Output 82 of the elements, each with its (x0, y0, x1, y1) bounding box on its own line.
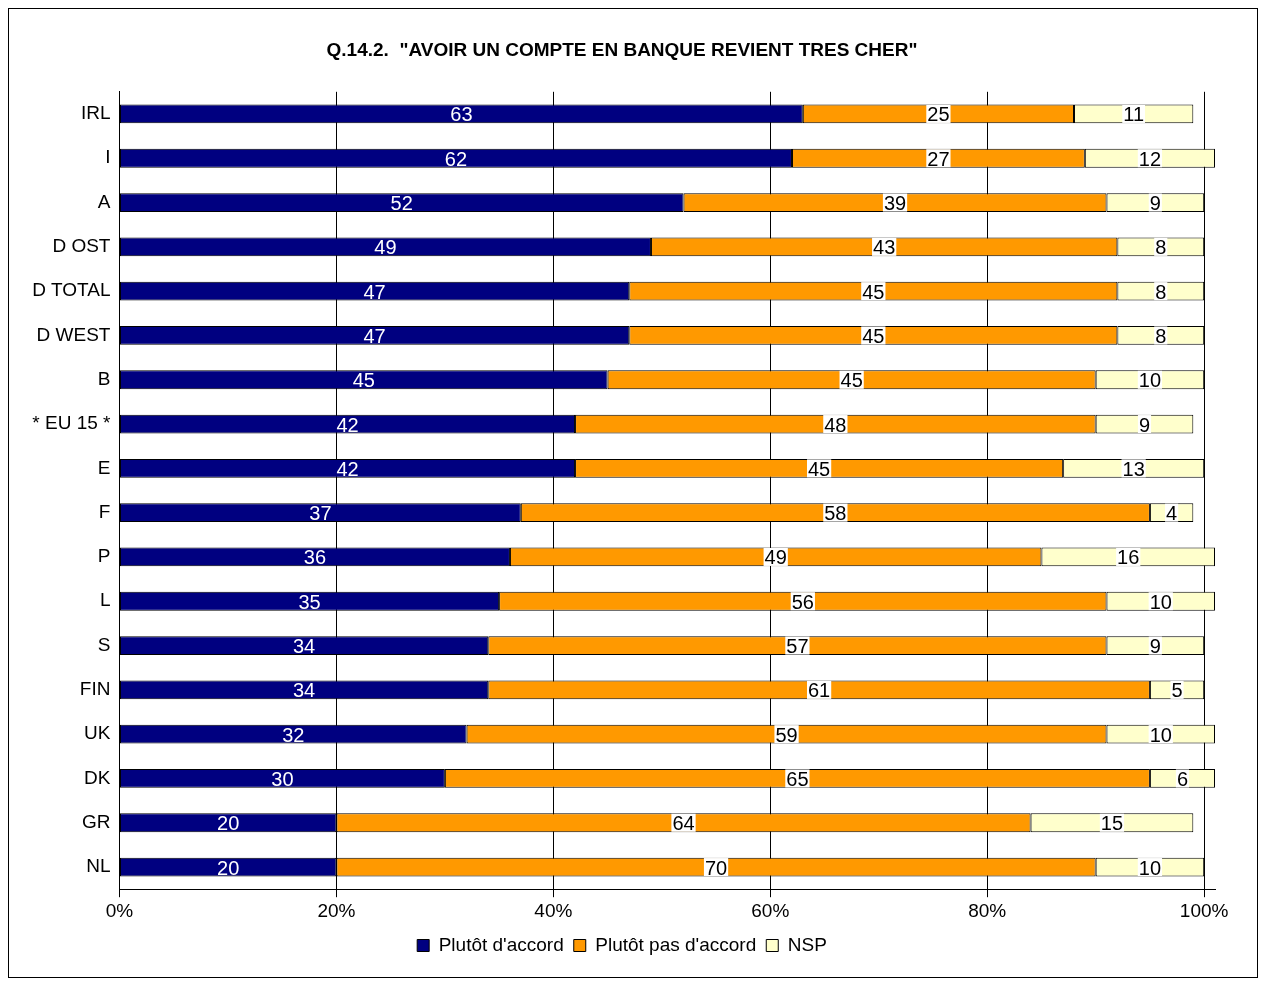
data-label: 61 (807, 679, 831, 702)
data-label: 45 (862, 280, 885, 303)
data-label: 43 (873, 236, 896, 259)
y-tick-label: I (105, 146, 111, 168)
data-label: 4 (1166, 502, 1178, 525)
data-label: 10 (1138, 369, 1162, 392)
data-label: 65 (786, 767, 809, 790)
data-label: 10 (1149, 590, 1172, 613)
y-tick-label: D OST (52, 235, 111, 257)
data-label: 47 (363, 280, 386, 303)
y-tick-label: D WEST (36, 323, 111, 345)
legend-label: Plutôt d'accord (438, 933, 564, 955)
y-tick-label: E (97, 456, 111, 478)
data-label: 34 (293, 679, 316, 702)
data-label: 15 (1100, 812, 1124, 835)
data-label: 9 (1138, 413, 1151, 436)
data-label: 30 (271, 767, 294, 790)
x-tick-label: 40% (534, 899, 573, 921)
legend-label: NSP (787, 933, 827, 955)
y-tick-label: L (99, 589, 111, 611)
data-label: 42 (336, 413, 359, 436)
y-tick-label: FIN (79, 678, 111, 700)
y-tick-label: P (97, 545, 111, 567)
y-tick-label: UK (84, 722, 111, 744)
y-tick-label: NL (86, 855, 111, 877)
data-label: 48 (824, 413, 847, 436)
data-label: 9 (1149, 635, 1161, 658)
data-label: 10 (1138, 856, 1162, 879)
data-label: 8 (1155, 280, 1167, 303)
data-label: 8 (1155, 324, 1167, 347)
x-tick-label: 100% (1179, 899, 1229, 921)
y-tick-label: F (98, 500, 111, 522)
legend-label: Plutôt pas d'accord (595, 933, 757, 955)
data-label: 39 (883, 192, 907, 215)
data-label: 45 (862, 324, 885, 347)
data-label: 5 (1171, 679, 1183, 702)
data-label: 6 (1176, 767, 1189, 790)
y-tick-label: GR (81, 810, 111, 832)
data-label: 56 (791, 590, 814, 613)
data-label: 58 (824, 502, 847, 525)
data-label: 57 (786, 635, 809, 658)
x-tick-label: 20% (317, 899, 356, 921)
data-label: 25 (927, 103, 950, 126)
data-label: 49 (374, 236, 397, 259)
x-tick-label: 60% (751, 899, 790, 921)
y-tick-label: * EU 15 * (32, 412, 112, 434)
data-label: 45 (840, 369, 863, 392)
y-tick-label: IRL (80, 102, 111, 124)
data-label: 49 (764, 546, 787, 569)
data-label: 12 (1138, 147, 1162, 170)
x-tick-label: 0% (105, 899, 134, 921)
y-tick-label: S (97, 633, 111, 655)
data-label: 59 (775, 723, 798, 746)
data-label: 42 (336, 457, 359, 480)
data-label: 11 (1123, 103, 1145, 126)
data-label: 36 (303, 546, 327, 569)
data-label: 13 (1122, 457, 1145, 480)
data-label: 64 (672, 812, 695, 835)
x-tick-label: 80% (968, 899, 1007, 921)
y-tick-label: D TOTAL (32, 279, 111, 301)
data-label: 62 (444, 147, 468, 170)
data-label: 45 (807, 457, 831, 480)
data-label: 70 (704, 856, 728, 879)
data-label: 45 (352, 369, 375, 392)
data-label: 63 (450, 103, 473, 126)
chart-title: Q.14.2. "AVOIR UN COMPTE EN BANQUE REVIENT TRES CHER" (326, 38, 918, 60)
data-label: 20 (217, 812, 240, 835)
data-label: 20 (217, 856, 240, 879)
data-label: 34 (293, 635, 316, 658)
data-label: 27 (927, 147, 950, 170)
data-label: 10 (1149, 723, 1172, 746)
data-label: 32 (282, 723, 305, 746)
data-label: 16 (1117, 546, 1140, 569)
data-label: 52 (390, 192, 413, 215)
y-tick-label: DK (84, 766, 111, 788)
data-label: 47 (363, 324, 386, 347)
data-label: 37 (309, 502, 332, 525)
data-label: 35 (298, 590, 321, 613)
y-tick-label: A (97, 190, 111, 212)
data-label: 9 (1149, 192, 1161, 215)
y-tick-label: B (97, 367, 111, 389)
data-label: 8 (1155, 236, 1167, 259)
